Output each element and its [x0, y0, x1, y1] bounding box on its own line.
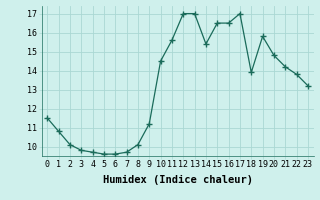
- X-axis label: Humidex (Indice chaleur): Humidex (Indice chaleur): [103, 175, 252, 185]
